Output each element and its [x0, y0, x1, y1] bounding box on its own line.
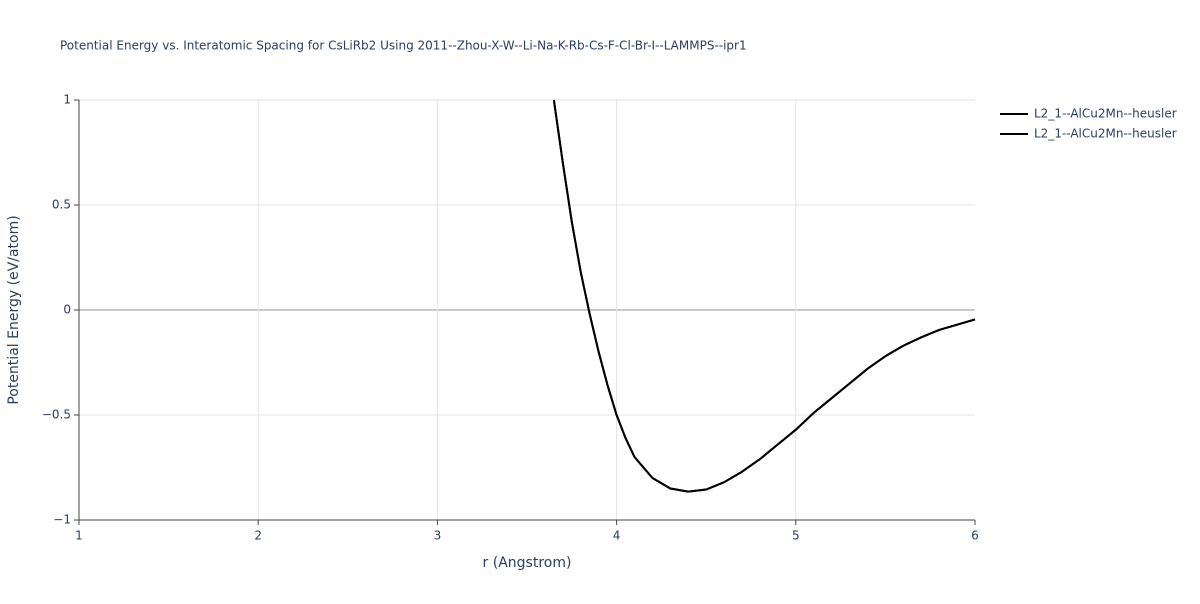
x-tick-label: 5: [792, 529, 800, 543]
legend-label: L2_1--AlCu2Mn--heusler: [1034, 107, 1177, 121]
y-tick-label: 0: [63, 303, 71, 317]
x-tick-label: 6: [971, 529, 979, 543]
y-axis-title: Potential Energy (eV/atom): [6, 215, 22, 404]
y-tick-label: −0.5: [42, 408, 71, 422]
x-tick-label: 3: [434, 529, 442, 543]
series-line: [552, 99, 976, 493]
x-tick-label: 2: [254, 529, 262, 543]
legend-label: L2_1--AlCu2Mn--heusler: [1034, 127, 1177, 141]
y-tick-label: 0.5: [52, 198, 71, 212]
y-tick-label: 1: [63, 93, 71, 107]
x-tick-label: 4: [613, 529, 621, 543]
y-tick-label: −1: [53, 513, 71, 527]
x-tick-label: 1: [75, 529, 83, 543]
chart-title: Potential Energy vs. Interatomic Spacing…: [60, 39, 747, 53]
x-axis-title: r (Angstrom): [483, 555, 572, 571]
